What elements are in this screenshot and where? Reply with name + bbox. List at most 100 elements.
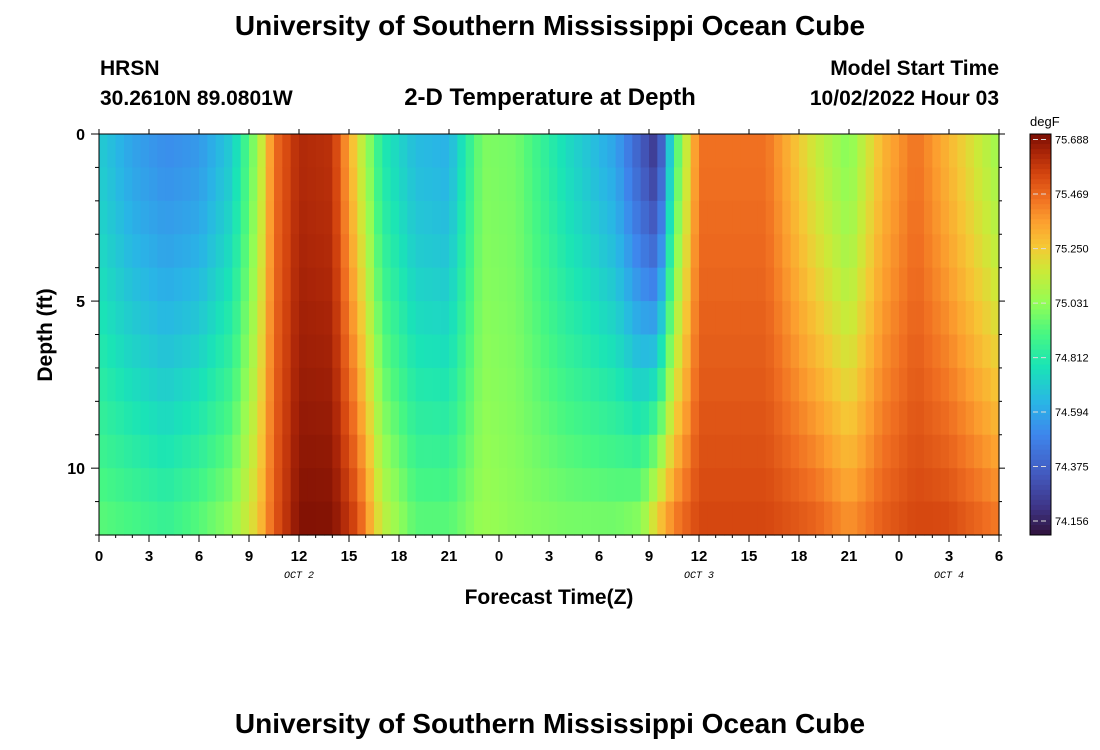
heatmap-cell (907, 167, 917, 202)
heatmap-cell (499, 501, 508, 536)
heatmap-cell (124, 167, 133, 202)
heatmap-cell (590, 301, 600, 336)
heatmap-cell (557, 434, 567, 469)
colorbar-segment (1030, 334, 1051, 341)
heatmap-cell (849, 267, 858, 302)
heatmap-cell (440, 401, 450, 436)
heatmap-cell (607, 434, 617, 469)
heatmap-cell (707, 234, 717, 269)
heatmap-cell (357, 501, 367, 536)
heatmap-cell (182, 401, 192, 436)
heatmap-cell (140, 267, 150, 302)
heatmap-cell (140, 501, 150, 536)
heatmap-cell (640, 301, 650, 336)
heatmap-cell (982, 134, 992, 169)
heatmap-cell (565, 434, 575, 469)
heatmap-cell (465, 267, 475, 302)
heatmap-cell (940, 267, 950, 302)
heatmap-cell (832, 401, 842, 436)
heatmap-cell (907, 267, 917, 302)
heatmap-cell (682, 501, 692, 536)
heatmap-cell (515, 167, 525, 202)
heatmap-cell (582, 267, 592, 302)
heatmap-cell (549, 301, 558, 336)
heatmap-cell (949, 501, 958, 536)
heatmap-cell (357, 367, 367, 402)
heatmap-cell (815, 434, 825, 469)
heatmap-cell (107, 334, 117, 369)
colorbar-segment (1030, 174, 1051, 180)
heatmap-cell (407, 301, 417, 336)
heatmap-cell (607, 134, 617, 169)
heatmap-cell (490, 134, 500, 169)
heatmap-cell (257, 434, 267, 469)
heatmap-cell (424, 167, 433, 202)
heatmap-cell (440, 267, 450, 302)
heatmap-cell (199, 468, 208, 503)
heatmap-cell (840, 434, 850, 469)
heatmap-cell (824, 234, 833, 269)
heatmap-cell (407, 468, 417, 503)
heatmap-cell (282, 167, 292, 202)
heatmap-cell (174, 334, 183, 369)
heatmap-cell (949, 301, 958, 336)
heatmap-cell (932, 301, 942, 336)
heatmap-cell (499, 334, 508, 369)
heatmap-cell (174, 267, 183, 302)
heatmap-cell (599, 367, 608, 402)
colorbar-segment (1030, 394, 1051, 401)
heatmap-cell (399, 501, 408, 536)
heatmap-cell (682, 301, 692, 336)
heatmap-cell (124, 468, 133, 503)
heatmap-cell (332, 367, 342, 402)
heatmap-cell (715, 434, 725, 469)
heatmap-cell (899, 234, 908, 269)
heatmap-cell (907, 367, 917, 402)
heatmap-cell (457, 401, 467, 436)
heatmap-cell (624, 167, 633, 202)
heatmap-cell (757, 367, 767, 402)
heatmap-cell (840, 200, 850, 235)
heatmap-cell (507, 468, 517, 503)
heatmap-cell (765, 167, 775, 202)
heatmap-cell (349, 134, 358, 169)
heatmap-cell (865, 167, 875, 202)
heatmap-cell (599, 334, 608, 369)
heatmap-cell (732, 167, 742, 202)
heatmap-cell (757, 501, 767, 536)
heatmap-cell (582, 134, 592, 169)
heatmap-cell (599, 434, 608, 469)
heatmap-cell (657, 301, 667, 336)
heatmap-cell (799, 234, 808, 269)
heatmap-cell (465, 501, 475, 536)
heatmap-cell (982, 200, 992, 235)
heatmap-cell (990, 200, 1000, 235)
heatmap-cell (782, 234, 792, 269)
heatmap-cell (907, 468, 917, 503)
heatmap-cell (715, 267, 725, 302)
colorbar-segment (1030, 464, 1051, 471)
heatmap-cell (790, 134, 800, 169)
heatmap-cell (274, 367, 283, 402)
heatmap-cell (790, 267, 800, 302)
heatmap-cell (965, 301, 975, 336)
heatmap-cell (565, 267, 575, 302)
heatmap-cell (374, 401, 383, 436)
heatmap-cell (874, 401, 883, 436)
heatmap-cell (274, 334, 283, 369)
heatmap-cell (165, 234, 175, 269)
heatmap-cell (349, 234, 358, 269)
heatmap-cell (899, 134, 908, 169)
heatmap-cell (882, 200, 892, 235)
heatmap-cell (374, 267, 383, 302)
heatmap-cell (874, 434, 883, 469)
heatmap-cell (215, 434, 225, 469)
heatmap-cell (215, 334, 225, 369)
heatmap-cell (974, 501, 983, 536)
heatmap-cell (782, 434, 792, 469)
heatmap-cell (774, 367, 783, 402)
heatmap-cell (415, 334, 425, 369)
y-tick-label: 10 (67, 461, 85, 478)
colorbar-segment (1030, 219, 1051, 225)
heatmap-cell (115, 200, 125, 235)
